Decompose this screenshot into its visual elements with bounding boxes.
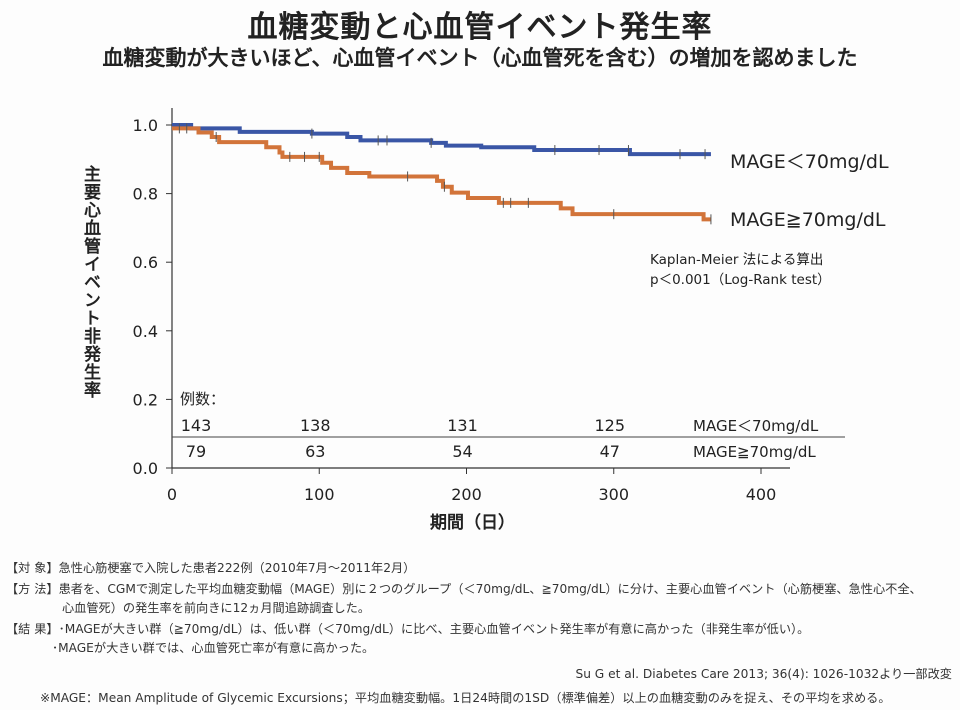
risk-count: 125 <box>594 416 625 435</box>
x-tick-label: 300 <box>598 485 629 504</box>
pvalue-annotation: p＜0.001（Log-Rank test） <box>650 272 831 288</box>
slide-subtitle: 血糖変動が大きいほど、心血管イベント（心血管死を含む）の増加を認めました <box>102 46 858 70</box>
risk-count: 47 <box>600 442 620 461</box>
note-method: 【方 法】患者を、CGMで測定した平均血糖変動幅（MAGE）別に２つのグループ（… <box>6 582 922 596</box>
risk-count: 131 <box>447 416 478 435</box>
y-tick-label: 1.0 <box>133 116 158 135</box>
note-method-cont: 心血管死）の発生率を前向きに12ヵ月間追跡調査した。 <box>62 601 371 615</box>
risk-count: 63 <box>305 442 325 461</box>
slide-title: 血糖変動と心血管イベント発生率 <box>247 10 713 45</box>
risk-count: 54 <box>452 442 472 461</box>
footnote: ※MAGE：Mean Amplitude of Glycemic Excursi… <box>40 691 891 705</box>
risk-row-label: MAGE≧70mg/dL <box>693 443 816 461</box>
method-annotation: Kaplan-Meier 法による算出 <box>650 252 824 268</box>
x-tick-label: 400 <box>746 485 777 504</box>
x-tick-label: 200 <box>451 485 482 504</box>
risk-count: 143 <box>181 416 212 435</box>
risk-row-label: MAGE＜70mg/dL <box>693 417 819 435</box>
y-tick-label: 0.2 <box>133 390 158 409</box>
y-tick-label: 0.4 <box>133 322 158 341</box>
note-result: 【結 果】･MAGEが大きい群（≧70mg/dL）は、低い群（＜70mg/dL）… <box>6 622 810 636</box>
note-result-2: ･MAGEが大きい群では、心血管死亡率が有意に高かった。 <box>52 641 375 655</box>
y-axis-label: 主要心血管イベント非発生率 <box>80 165 100 399</box>
y-tick-label: 0.8 <box>133 185 158 204</box>
risk-table-header: 例数： <box>180 390 225 408</box>
km-curve-0 <box>172 123 711 157</box>
legend-high-mage: MAGE≧70mg/dL <box>730 209 886 231</box>
x-axis-label: 期間（日） <box>430 513 515 533</box>
risk-count: 79 <box>186 442 206 461</box>
citation: Su G et al. Diabetes Care 2013; 36(4): 1… <box>575 667 952 681</box>
x-tick-label: 0 <box>167 485 177 504</box>
risk-count: 138 <box>300 416 331 435</box>
x-tick-label: 100 <box>304 485 335 504</box>
km-curve-1 <box>172 126 711 222</box>
y-tick-label: 0.0 <box>133 459 158 478</box>
y-tick-label: 0.6 <box>133 253 158 272</box>
km-chart: 0.0 0.2 0.4 0.6 0.8 1.0 0 100 200 300 400 例数： 143 138… <box>133 108 845 504</box>
note-target: 【対 象】急性心筋梗塞で入院した患者222例（2010年7月～2011年2月） <box>6 561 416 575</box>
legend-low-mage: MAGE＜70mg/dL <box>730 151 889 173</box>
